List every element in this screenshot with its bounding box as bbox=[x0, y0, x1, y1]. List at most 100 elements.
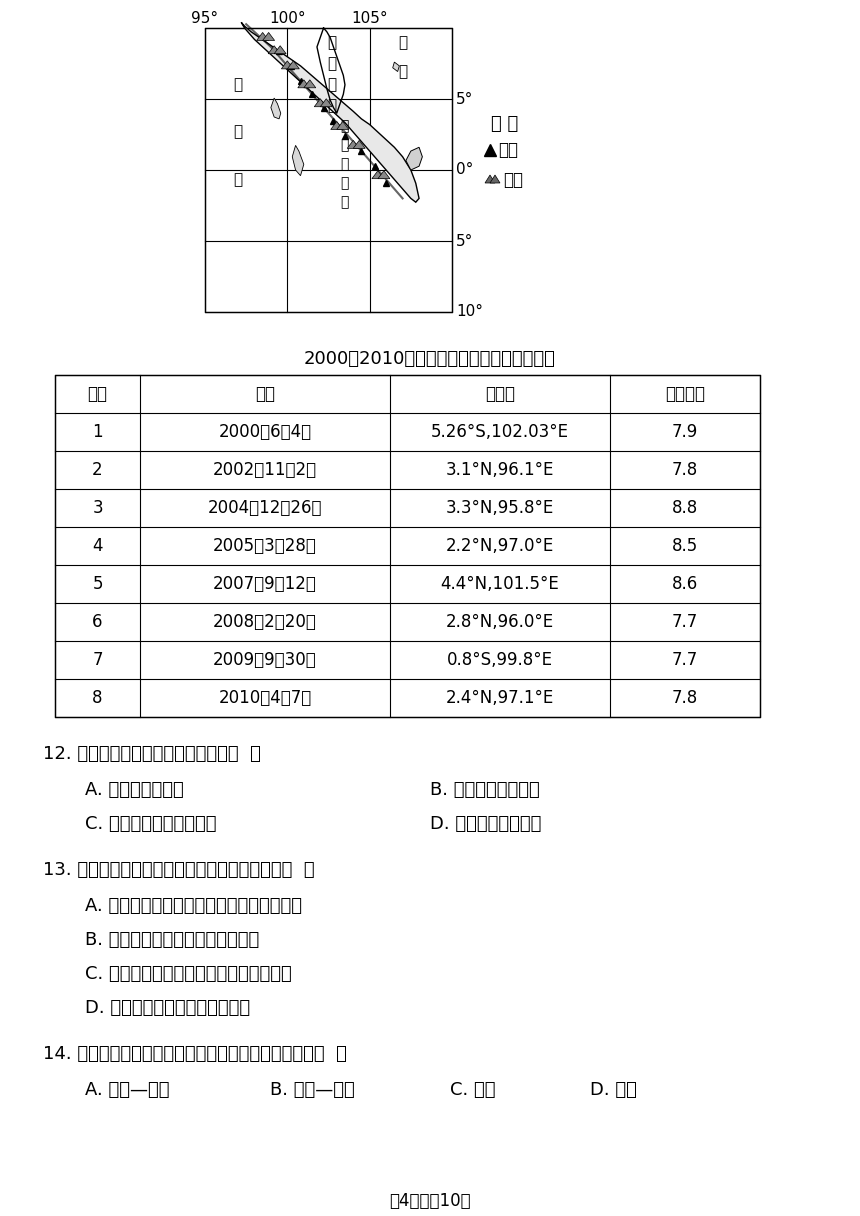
Text: 95°: 95° bbox=[192, 11, 218, 26]
Text: 海: 海 bbox=[398, 64, 407, 79]
Text: 印: 印 bbox=[233, 78, 243, 92]
Text: 6: 6 bbox=[92, 613, 102, 631]
Polygon shape bbox=[298, 80, 310, 88]
Text: 来: 来 bbox=[328, 56, 336, 72]
Text: 火山: 火山 bbox=[498, 141, 518, 159]
Text: 5: 5 bbox=[92, 575, 102, 593]
Text: C. 位于印度洋板块和亚欧板块的碰撞地带: C. 位于印度洋板块和亚欧板块的碰撞地带 bbox=[85, 966, 292, 983]
Text: 第4页，具10页: 第4页，具10页 bbox=[390, 1192, 470, 1210]
Text: 洋: 洋 bbox=[233, 171, 243, 187]
Text: A. 地形以高原为主: A. 地形以高原为主 bbox=[85, 781, 184, 799]
Polygon shape bbox=[292, 146, 304, 175]
Polygon shape bbox=[320, 98, 332, 107]
Text: C. 地势由西南向东北倾斜: C. 地势由西南向东北倾斜 bbox=[85, 815, 217, 833]
Text: 0°: 0° bbox=[456, 163, 473, 178]
Text: 2.8°N,96.0°E: 2.8°N,96.0°E bbox=[446, 613, 554, 631]
Text: 腊: 腊 bbox=[341, 176, 349, 190]
Polygon shape bbox=[268, 46, 280, 54]
Text: 12. 苏门答腊岛的地形、地势特点是（  ）: 12. 苏门答腊岛的地形、地势特点是（ ） bbox=[43, 745, 261, 762]
Text: 2.4°N,97.1°E: 2.4°N,97.1°E bbox=[445, 689, 554, 706]
Text: 度: 度 bbox=[233, 124, 243, 140]
Text: 4.4°N,101.5°E: 4.4°N,101.5°E bbox=[440, 575, 559, 593]
Text: 半: 半 bbox=[328, 78, 336, 92]
Text: 南: 南 bbox=[398, 35, 407, 51]
Text: 7.8: 7.8 bbox=[672, 689, 698, 706]
Text: 8: 8 bbox=[92, 689, 102, 706]
Text: 岛: 岛 bbox=[328, 98, 336, 113]
Polygon shape bbox=[256, 33, 268, 40]
Text: 8.5: 8.5 bbox=[672, 537, 698, 554]
Polygon shape bbox=[274, 46, 286, 54]
Text: 里氏震级: 里氏震级 bbox=[665, 385, 705, 402]
Text: 7.8: 7.8 bbox=[672, 461, 698, 479]
Text: 2.2°N,97.0°E: 2.2°N,97.0°E bbox=[445, 537, 554, 554]
Polygon shape bbox=[304, 80, 316, 88]
Polygon shape bbox=[262, 33, 274, 40]
Text: 8.8: 8.8 bbox=[672, 499, 698, 517]
Polygon shape bbox=[287, 61, 299, 69]
Polygon shape bbox=[353, 140, 366, 148]
Text: 3: 3 bbox=[92, 499, 103, 517]
Text: B. 西北—东南: B. 西北—东南 bbox=[270, 1081, 354, 1099]
Text: D. 地势中部高四周低: D. 地势中部高四周低 bbox=[430, 815, 542, 833]
Text: 2004年12月26日: 2004年12月26日 bbox=[208, 499, 322, 517]
Text: 7.7: 7.7 bbox=[672, 651, 698, 669]
Text: 10°: 10° bbox=[456, 304, 483, 320]
Text: D. 南北: D. 南北 bbox=[590, 1081, 637, 1099]
Text: 2: 2 bbox=[92, 461, 103, 479]
Bar bbox=[205, 28, 452, 313]
Text: 7.7: 7.7 bbox=[672, 613, 698, 631]
Polygon shape bbox=[393, 62, 399, 72]
Polygon shape bbox=[271, 98, 280, 119]
Text: 2009年9月30日: 2009年9月30日 bbox=[213, 651, 316, 669]
Polygon shape bbox=[241, 22, 419, 202]
Text: B. 位于太平洋板块边缘，地壳活跃: B. 位于太平洋板块边缘，地壳活跃 bbox=[85, 931, 259, 948]
Polygon shape bbox=[314, 98, 326, 107]
Text: 3.1°N,96.1°E: 3.1°N,96.1°E bbox=[445, 461, 554, 479]
Text: 马: 马 bbox=[328, 35, 336, 51]
Text: 5°: 5° bbox=[456, 233, 473, 248]
Polygon shape bbox=[347, 140, 359, 148]
Text: 图 例: 图 例 bbox=[491, 116, 519, 133]
Text: 日期: 日期 bbox=[255, 385, 275, 402]
Text: 2008年2月20日: 2008年2月20日 bbox=[213, 613, 317, 631]
Text: 2005年3月28日: 2005年3月28日 bbox=[213, 537, 317, 554]
Polygon shape bbox=[490, 175, 500, 182]
Bar bbox=[55, 375, 760, 717]
Polygon shape bbox=[281, 61, 293, 69]
Polygon shape bbox=[378, 170, 390, 179]
Text: B. 山脉呈南北向延伸: B. 山脉呈南北向延伸 bbox=[430, 781, 540, 799]
Text: A. 东北—西南: A. 东北—西南 bbox=[85, 1081, 169, 1099]
Text: 100°: 100° bbox=[269, 11, 305, 26]
Text: 8.6: 8.6 bbox=[672, 575, 698, 593]
Text: 苏: 苏 bbox=[341, 119, 349, 134]
Text: 2010年4月7日: 2010年4月7日 bbox=[218, 689, 311, 706]
Text: 4: 4 bbox=[92, 537, 102, 554]
Text: 7: 7 bbox=[92, 651, 102, 669]
Text: 13. 苏门答腊岛沿海山脉上火山广布，其成因是（  ）: 13. 苏门答腊岛沿海山脉上火山广布，其成因是（ ） bbox=[43, 861, 315, 879]
Text: 答: 答 bbox=[341, 157, 349, 171]
Text: 2002年11月2日: 2002年11月2日 bbox=[213, 461, 317, 479]
Polygon shape bbox=[485, 175, 495, 182]
Polygon shape bbox=[372, 170, 384, 179]
Text: 岛: 岛 bbox=[341, 196, 349, 209]
Text: 1: 1 bbox=[92, 423, 103, 441]
Text: 2000－2010年苏门答腊岛近海发生的大地震: 2000－2010年苏门答腊岛近海发生的大地震 bbox=[304, 350, 556, 368]
Text: 0.8°S,99.8°E: 0.8°S,99.8°E bbox=[447, 651, 553, 669]
Polygon shape bbox=[331, 122, 343, 129]
Polygon shape bbox=[406, 147, 422, 170]
Text: 105°: 105° bbox=[352, 11, 388, 26]
Text: 7.9: 7.9 bbox=[672, 423, 698, 441]
Text: A. 位于太平洋板块和印度洋板块的张裂地带: A. 位于太平洋板块和印度洋板块的张裂地带 bbox=[85, 897, 302, 914]
Text: 3.3°N,95.8°E: 3.3°N,95.8°E bbox=[445, 499, 554, 517]
Text: 序号: 序号 bbox=[88, 385, 108, 402]
Text: 经纬度: 经纬度 bbox=[485, 385, 515, 402]
Text: 2007年9月12日: 2007年9月12日 bbox=[213, 575, 317, 593]
Text: 门: 门 bbox=[341, 139, 349, 152]
Text: C. 东西: C. 东西 bbox=[450, 1081, 495, 1099]
Polygon shape bbox=[337, 122, 349, 129]
Text: 5°: 5° bbox=[456, 91, 473, 107]
Text: 山脉: 山脉 bbox=[503, 171, 523, 188]
Text: 14. 推测图示区域内印度洋板块边界的大致延伸方向是（  ）: 14. 推测图示区域内印度洋板块边界的大致延伸方向是（ ） bbox=[43, 1045, 347, 1063]
Text: 5.26°S,102.03°E: 5.26°S,102.03°E bbox=[431, 423, 569, 441]
